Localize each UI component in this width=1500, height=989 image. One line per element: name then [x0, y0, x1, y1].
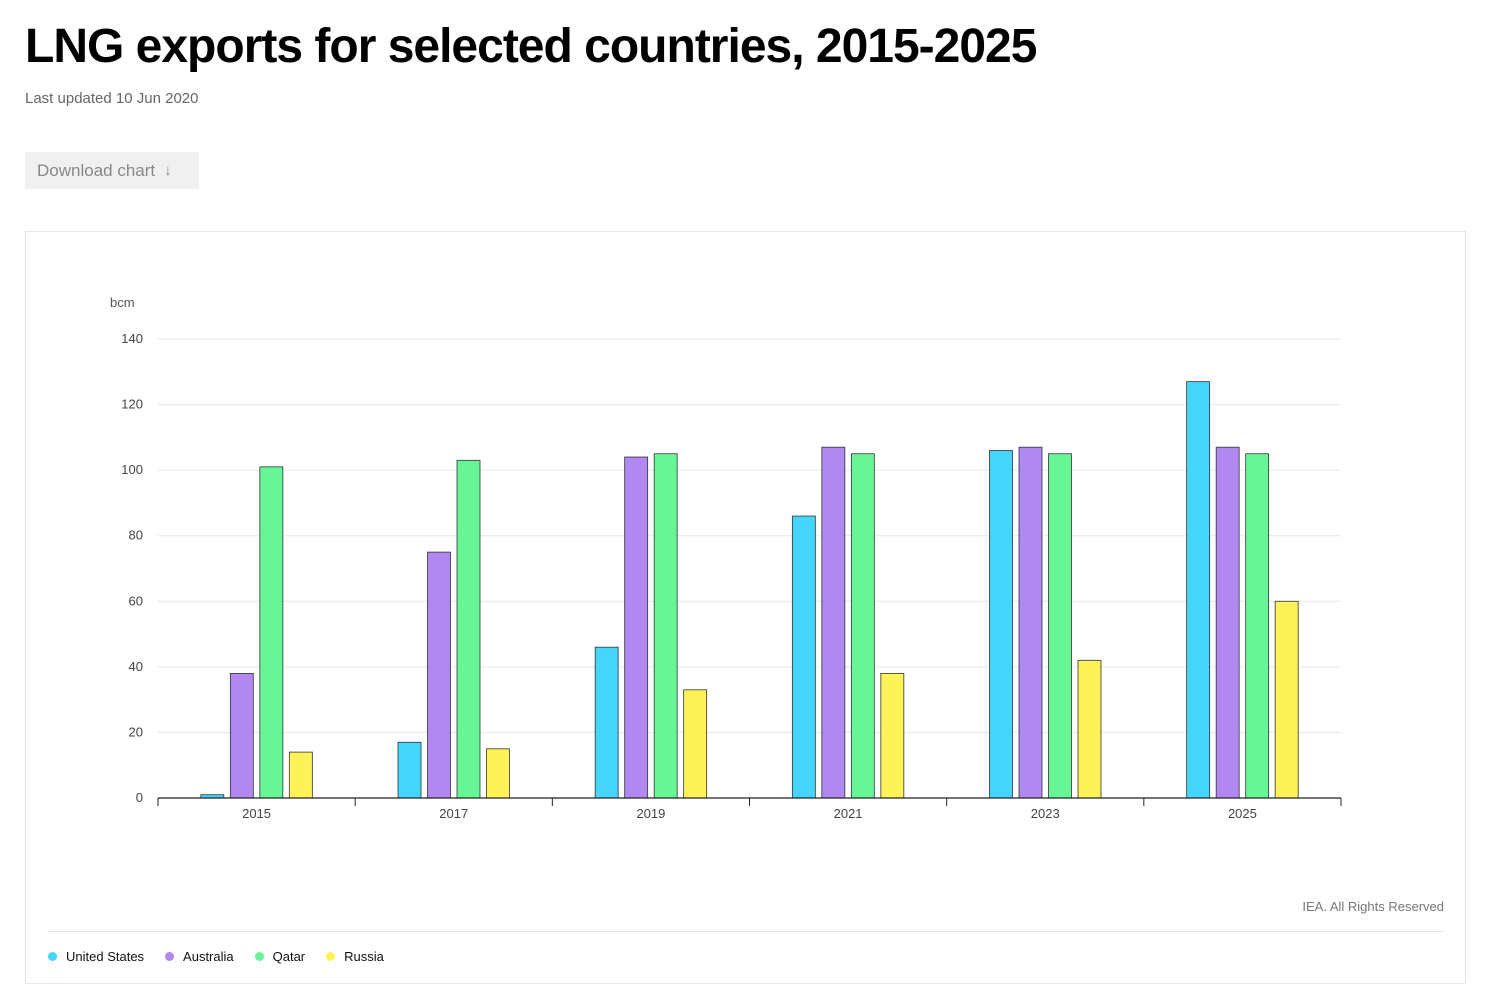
download-chart-label: Download chart	[37, 160, 156, 180]
bar-russia-2015	[288, 751, 313, 799]
legend-dot	[254, 952, 264, 961]
bar-russia-2023	[1077, 659, 1102, 799]
bar-qatar-2025	[1245, 453, 1270, 799]
legend-dot	[48, 952, 57, 961]
arrow-down-icon: ↓	[164, 162, 172, 179]
bar-united-states-2019	[594, 646, 619, 799]
legend-label: Russia	[344, 949, 384, 964]
legend-label: Australia	[183, 949, 234, 964]
y-tick-label: 0	[136, 790, 143, 805]
bar-russia-2019	[683, 689, 708, 799]
legend-item-russia[interactable]: Russia	[326, 949, 384, 964]
legend-item-qatar[interactable]: Qatar	[254, 949, 306, 964]
download-chart-button[interactable]: Download chart ↓	[25, 152, 199, 189]
x-tick-label: 2019	[636, 806, 665, 821]
legend-label: Qatar	[272, 949, 306, 964]
bar-chart: bcm 0 20 40 60 80 100 120 140 2015 2017 2019 2021 202…	[110, 295, 1342, 821]
bar-russia-2025	[1274, 600, 1299, 799]
y-tick-label: 60	[129, 593, 143, 608]
bar-united-states-2017	[397, 741, 422, 799]
bar-australia-2015	[229, 673, 254, 799]
y-tick-label: 20	[129, 724, 143, 739]
x-tick-label: 2023	[1031, 806, 1060, 821]
bar-qatar-2019	[653, 453, 678, 799]
bar-australia-2019	[624, 456, 649, 799]
y-tick-label: 120	[121, 397, 143, 412]
y-axis-unit-label: bcm	[110, 295, 135, 310]
bar-qatar-2015	[259, 466, 284, 799]
bar-australia-2017	[427, 551, 451, 799]
x-tick-label: 2017	[439, 806, 468, 821]
x-tick-label: 2015	[242, 806, 271, 821]
bar-australia-2023	[1018, 446, 1043, 799]
legend-dot	[326, 952, 336, 961]
page-title: LNG exports for selected countries, 2015…	[25, 20, 1037, 73]
legend-dot	[165, 952, 175, 961]
legend-divider	[48, 931, 1444, 932]
bar-australia-2021	[821, 446, 846, 799]
bar-russia-2021	[880, 673, 905, 799]
bar-australia-2025	[1215, 446, 1240, 799]
legend-item-united-states[interactable]: United States	[48, 949, 144, 964]
bar-united-states-2025	[1186, 381, 1211, 799]
bar-russia-2017	[486, 748, 510, 799]
legend-item-australia[interactable]: Australia	[165, 949, 234, 964]
bar-united-states-2023	[989, 450, 1013, 799]
last-updated-text: Last updated 10 Jun 2020	[25, 90, 199, 107]
bar-united-states-2021	[791, 515, 816, 799]
y-tick-label: 100	[121, 462, 143, 477]
y-tick-label: 140	[121, 331, 143, 346]
y-tick-label: 80	[129, 528, 143, 543]
copyright-credit: IEA. All Rights Reserved	[1302, 899, 1444, 914]
bar-qatar-2017	[456, 459, 481, 799]
chart-container: bcm 0 20 40 60 80 100 120 140 2015 2017 2019 2021 202…	[25, 231, 1466, 984]
x-tick-label: 2025	[1228, 806, 1257, 821]
y-tick-label: 40	[129, 659, 143, 674]
legend: United States Australia Qatar Russia	[48, 949, 405, 964]
x-tick-label: 2021	[834, 806, 863, 821]
legend-label: United States	[66, 949, 145, 964]
bar-qatar-2021	[850, 453, 875, 799]
bar-qatar-2023	[1048, 453, 1072, 799]
